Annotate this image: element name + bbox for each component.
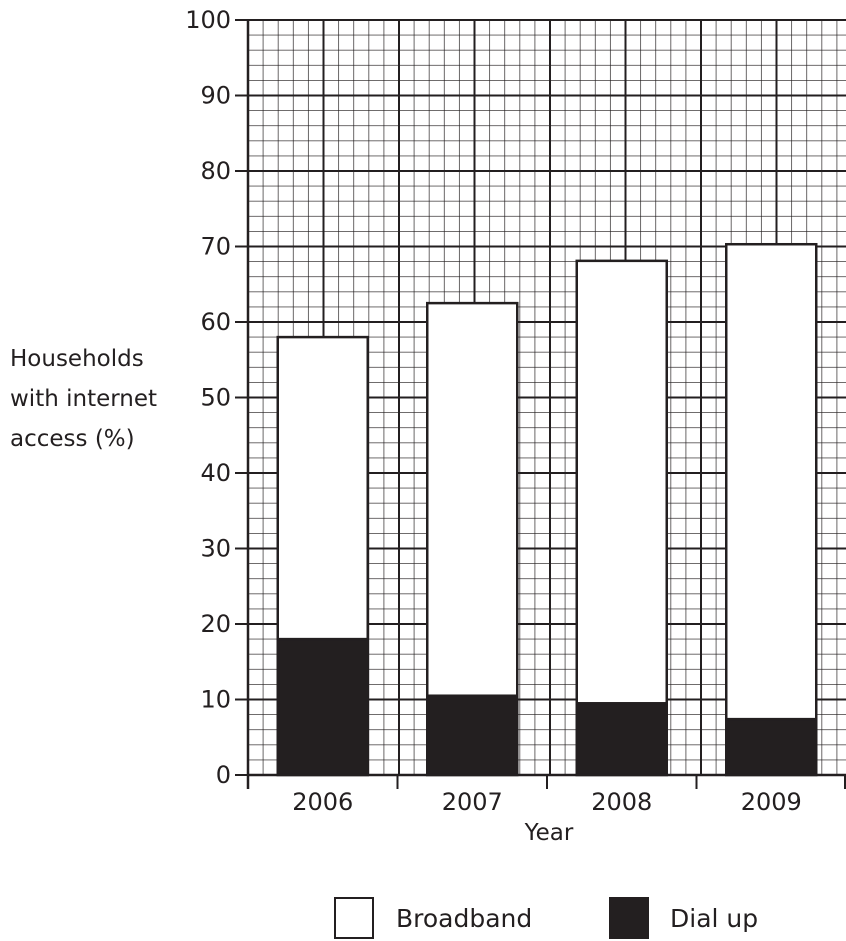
axes-group: 2006 2007 2008 2009 0 10 20 30 40 50 60 70 80 90 100 bbox=[185, 6, 846, 816]
y-tick-label-50: 50 bbox=[200, 384, 231, 412]
legend-swatch-dial-up bbox=[609, 897, 649, 939]
y-tick-label-0: 0 bbox=[216, 761, 231, 789]
y-tick-label-30: 30 bbox=[200, 535, 231, 563]
y-axis-title-line-2: with internet bbox=[10, 386, 157, 412]
x-tick-label-2006: 2006 bbox=[292, 788, 353, 816]
y-tick-label-70: 70 bbox=[200, 233, 231, 261]
legend: Broadband Dial up bbox=[334, 897, 758, 939]
y-tick-label-40: 40 bbox=[200, 459, 231, 487]
bar-broadband-2007 bbox=[426, 301, 519, 697]
bar-dial-up-2007 bbox=[426, 694, 519, 777]
x-tick-label-2008: 2008 bbox=[591, 788, 652, 816]
x-tick-label-2007: 2007 bbox=[442, 788, 503, 816]
y-axis-title-line-1: Households bbox=[10, 346, 144, 372]
y-tick-label-60: 60 bbox=[200, 308, 231, 336]
x-axis-title: Year bbox=[524, 820, 574, 846]
bar-dial-up-2006 bbox=[276, 637, 369, 777]
legend-label-dial-up: Dial up bbox=[670, 904, 758, 933]
y-tick-label-100: 100 bbox=[185, 6, 231, 34]
bar-broadband-2006 bbox=[276, 335, 369, 641]
y-tick-label-80: 80 bbox=[200, 157, 231, 185]
legend-label-broadband: Broadband bbox=[396, 904, 532, 933]
legend-swatch-broadband bbox=[334, 897, 374, 939]
y-tick-label-90: 90 bbox=[200, 82, 231, 110]
bar-broadband-2008 bbox=[575, 259, 668, 705]
y-axis-title-line-3: access (%) bbox=[10, 426, 135, 452]
x-tick-label-2009: 2009 bbox=[741, 788, 802, 816]
bar-dial-up-2008 bbox=[575, 702, 668, 777]
bar-dial-up-2009 bbox=[725, 717, 818, 777]
bar-broadband-2009 bbox=[725, 242, 818, 721]
y-tick-label-20: 20 bbox=[200, 610, 231, 638]
y-tick-label-10: 10 bbox=[200, 686, 231, 714]
bars-group bbox=[276, 242, 818, 777]
